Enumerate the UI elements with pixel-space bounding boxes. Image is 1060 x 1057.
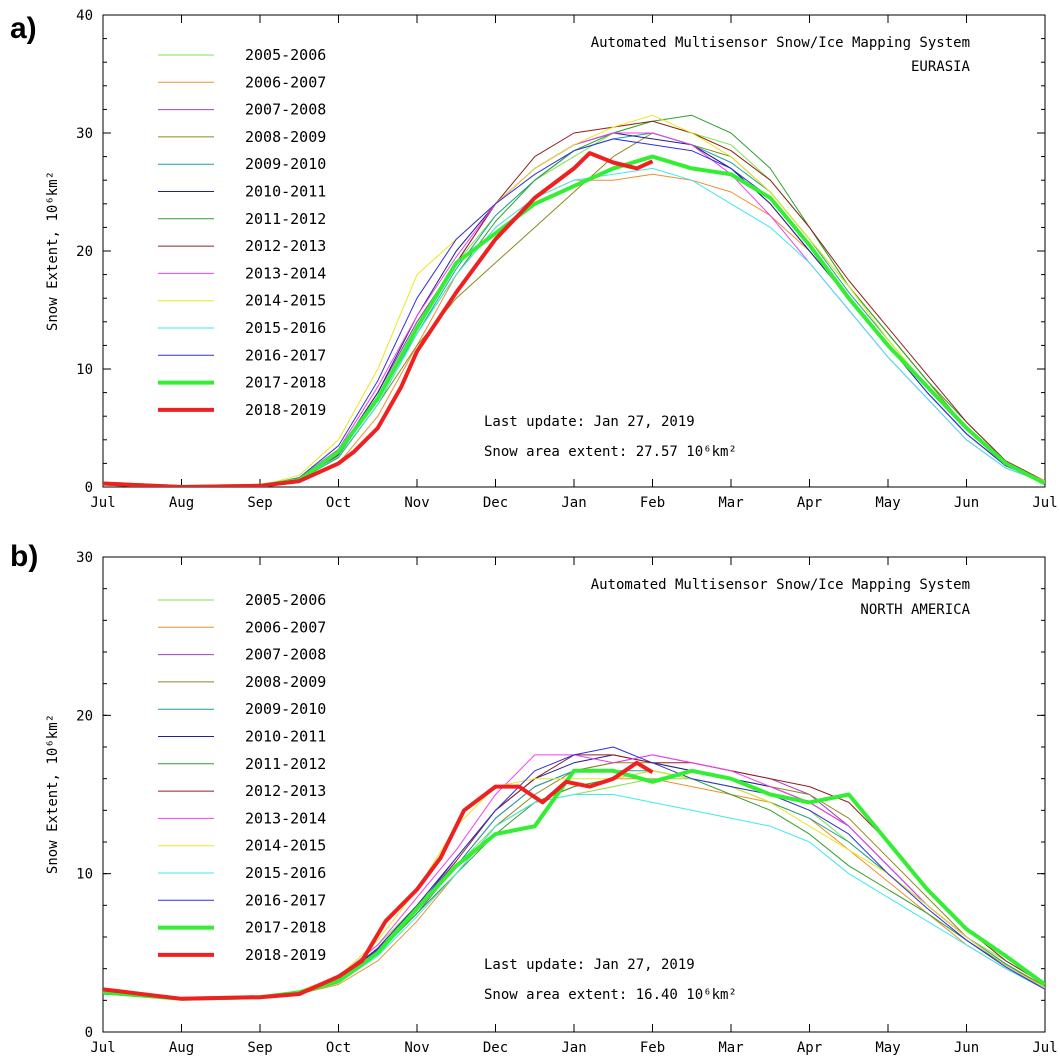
legend-label: 2006-2007 [245, 618, 326, 636]
x-tick-label: May [875, 1040, 900, 1056]
panel-label: a) [10, 12, 37, 45]
legend: 2005-2006 2006-2007 2007-2008 2008-2009 2009… [158, 591, 326, 964]
x-tick-label: Aug [169, 1040, 194, 1056]
legend-label: 2017-2018 [245, 374, 326, 392]
chart-panel-b: b) 0 10 20 30 Jul Aug Sep Oct Nov Dec Jan Feb Mar Apr M… [10, 540, 1058, 1056]
series-line-2018-2019 [103, 151, 654, 487]
legend-label: 2005-2006 [245, 591, 326, 609]
y-tick-label: 40 [76, 8, 93, 24]
x-tick-label: Sep [247, 1040, 272, 1056]
x-tick-label: Jul [90, 1040, 115, 1056]
legend-label: 2011-2012 [245, 210, 326, 228]
y-tick-label: 20 [76, 244, 93, 260]
x-tick-label: Feb [640, 1040, 665, 1056]
legend-label: 2012-2013 [245, 782, 326, 800]
x-tick-label: Jan [561, 495, 586, 511]
y-tick-label: 0 [85, 480, 93, 496]
y-tick-label: 10 [76, 362, 93, 378]
y-axis-label: Snow Extent, 10⁶km² [45, 171, 61, 331]
x-tick-label: Jun [954, 1040, 979, 1056]
legend-label: 2014-2015 [245, 292, 326, 310]
legend-label: 2005-2006 [245, 46, 326, 64]
chart-subtitle: NORTH AMERICA [860, 602, 970, 618]
panel-label: b) [10, 540, 38, 573]
legend-label: 2008-2009 [245, 673, 326, 691]
y-tick-label: 0 [85, 1025, 93, 1041]
x-tick-label: Jul [90, 495, 115, 511]
x-tick-label: Apr [797, 495, 822, 511]
x-tick-label: Mar [718, 1040, 743, 1056]
x-tick-label: May [875, 495, 900, 511]
x-tick-label: Jul [1032, 1040, 1057, 1056]
legend-label: 2007-2008 [245, 101, 326, 119]
legend-label: 2009-2010 [245, 700, 326, 718]
chart-title: Automated Multisensor Snow/Ice Mapping S… [591, 35, 970, 51]
series-line-2017-2018 [103, 768, 1045, 1001]
x-tick-label: Dec [483, 495, 508, 511]
x-tick-label: Jan [561, 1040, 586, 1056]
x-tick-label: Aug [169, 495, 194, 511]
legend-label: 2006-2007 [245, 73, 326, 91]
series-line-2015-2016 [103, 167, 1045, 487]
x-tick-label: Oct [326, 1040, 351, 1056]
series-line-2014-2015 [103, 114, 1045, 487]
x-tick-label: Apr [797, 1040, 822, 1056]
x-tick-label: Sep [247, 495, 272, 511]
y-tick-label: 30 [76, 126, 93, 142]
legend-label: 2008-2009 [245, 128, 326, 146]
chart-panel-a: a) 0 10 20 30 40 Jul Aug Sep Oct Nov Dec Jan Feb Mar Ap… [10, 8, 1058, 511]
legend-label: 2016-2017 [245, 346, 326, 364]
y-tick-label: 30 [76, 550, 93, 566]
x-tick-label: Dec [483, 1040, 508, 1056]
series-line-2018-2019 [103, 760, 654, 1001]
series-lines [103, 746, 1045, 1001]
legend-label: 2018-2019 [245, 401, 326, 419]
series-line-2017-2018 [103, 154, 1045, 487]
x-tick-label: Nov [404, 495, 429, 511]
y-tick-label: 10 [76, 867, 93, 883]
legend-label: 2010-2011 [245, 183, 326, 201]
legend-label: 2010-2011 [245, 728, 326, 746]
legend-label: 2007-2008 [245, 646, 326, 664]
snow-area-note: Snow area extent: 16.40 10⁶km² [484, 987, 737, 1003]
legend-label: 2015-2016 [245, 864, 326, 882]
x-tick-label: Feb [640, 495, 665, 511]
legend-label: 2011-2012 [245, 755, 326, 773]
snow-area-note: Snow area extent: 27.57 10⁶km² [484, 444, 737, 460]
legend-label: 2012-2013 [245, 237, 326, 255]
last-update-note: Last update: Jan 27, 2019 [484, 414, 695, 430]
legend-label: 2016-2017 [245, 891, 326, 909]
legend-label: 2014-2015 [245, 837, 326, 855]
legend: 2005-2006 2006-2007 2007-2008 2008-2009 2009… [158, 46, 326, 419]
legend-label: 2013-2014 [245, 264, 326, 282]
legend-label: 2009-2010 [245, 155, 326, 173]
y-axis-label: Snow Extent, 10⁶km² [45, 714, 61, 874]
x-tick-label: Jun [954, 495, 979, 511]
last-update-note: Last update: Jan 27, 2019 [484, 957, 695, 973]
legend-label: 2018-2019 [245, 946, 326, 964]
x-tick-label: Nov [404, 1040, 429, 1056]
chart-subtitle: EURASIA [911, 59, 971, 75]
legend-label: 2017-2018 [245, 919, 326, 937]
series-lines [103, 114, 1045, 487]
x-tick-label: Mar [718, 495, 743, 511]
y-tick-label: 20 [76, 708, 93, 724]
x-tick-label: Oct [326, 495, 351, 511]
legend-label: 2013-2014 [245, 809, 326, 827]
legend-label: 2015-2016 [245, 319, 326, 337]
chart-title: Automated Multisensor Snow/Ice Mapping S… [591, 577, 970, 593]
x-tick-label: Jul [1032, 495, 1057, 511]
